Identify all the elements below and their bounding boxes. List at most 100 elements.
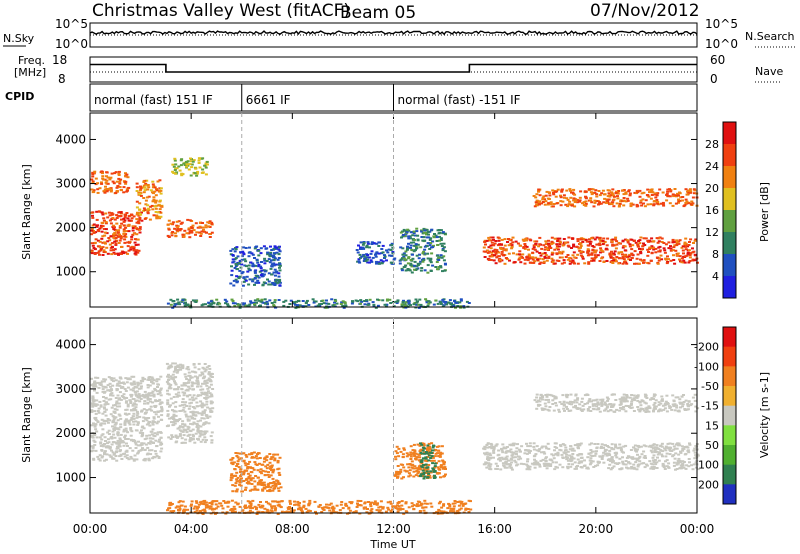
data-cell — [170, 421, 173, 424]
data-cell — [590, 259, 594, 262]
data-cell — [430, 442, 434, 445]
data-cell — [368, 298, 372, 301]
data-cell — [687, 191, 691, 194]
data-cell — [543, 452, 547, 455]
data-cell — [181, 401, 185, 404]
data-cell — [492, 449, 496, 452]
data-cell — [383, 254, 386, 257]
data-cell — [150, 449, 154, 452]
data-cell — [578, 407, 582, 410]
data-cell — [201, 171, 205, 174]
data-cell — [484, 243, 487, 246]
data-cell — [257, 276, 261, 279]
data-cell — [442, 462, 446, 465]
data-cell — [439, 303, 443, 305]
data-cell — [413, 234, 417, 237]
data-cell — [143, 394, 147, 397]
data-cell — [532, 442, 536, 445]
data-cell — [486, 456, 490, 459]
data-cell — [503, 238, 507, 241]
data-cell — [674, 202, 678, 205]
data-cell — [200, 391, 204, 394]
data-cell — [104, 222, 108, 225]
data-cell — [507, 459, 511, 462]
data-cell — [266, 489, 270, 492]
data-cell — [410, 248, 414, 251]
data-cell — [570, 455, 574, 458]
data-cell — [278, 281, 282, 284]
data-cell — [93, 425, 97, 428]
data-cell — [556, 452, 560, 455]
data-cell — [97, 230, 101, 233]
data-cell — [171, 373, 175, 376]
data-cell — [107, 389, 111, 392]
data-cell — [377, 245, 381, 247]
data-cell — [662, 408, 666, 411]
data-cell — [428, 451, 432, 454]
data-cell — [678, 461, 682, 464]
data-cell — [130, 238, 134, 241]
data-cell — [548, 194, 552, 197]
data-cell — [278, 456, 282, 459]
data-cell — [176, 227, 180, 230]
data-cell — [204, 166, 208, 169]
data-cell — [660, 241, 664, 243]
data-cell — [102, 228, 106, 230]
data-cell — [234, 278, 238, 281]
data-cell — [614, 247, 618, 250]
data-cell — [201, 438, 205, 441]
data-cell — [272, 468, 276, 471]
data-cell — [108, 214, 112, 217]
data-cell — [639, 236, 643, 239]
data-cell — [115, 450, 119, 453]
data-cell — [489, 442, 493, 445]
data-cell — [589, 457, 593, 460]
data-cell — [556, 240, 560, 243]
data-cell — [550, 394, 554, 397]
data-cell — [583, 403, 587, 405]
data-cell — [405, 248, 409, 251]
data-cell — [424, 457, 428, 460]
data-cell — [660, 398, 664, 401]
data-cell — [578, 199, 582, 202]
data-cell — [510, 461, 514, 464]
data-cell — [668, 188, 671, 191]
data-cell — [123, 420, 127, 423]
data-cell — [183, 423, 187, 426]
data-cell — [403, 234, 407, 237]
data-cell — [174, 410, 178, 413]
data-cell — [535, 407, 539, 410]
data-cell — [494, 467, 498, 470]
data-cell — [645, 397, 649, 399]
data-cell — [625, 394, 629, 396]
data-cell — [271, 469, 275, 472]
data-cell — [234, 474, 238, 477]
data-cell — [198, 374, 202, 377]
data-cell — [558, 243, 562, 246]
data-cell — [188, 405, 192, 408]
data-cell — [101, 241, 105, 244]
data-cell — [430, 228, 434, 231]
data-cell — [208, 415, 212, 418]
data-cell — [114, 229, 118, 232]
data-cell — [517, 458, 521, 461]
data-cell — [679, 406, 682, 409]
data-cell — [255, 464, 259, 466]
data-cell — [100, 449, 104, 452]
data-cell — [689, 190, 693, 193]
data-cell — [436, 244, 440, 246]
data-cell — [169, 298, 173, 301]
data-cell — [688, 442, 691, 445]
freq-right-tick-bottom: 0 — [710, 72, 718, 86]
data-cell — [591, 248, 595, 251]
data-cell — [440, 245, 444, 247]
data-cell — [246, 480, 250, 483]
data-cell — [152, 192, 155, 195]
data-cell — [509, 448, 513, 451]
data-cell — [201, 430, 204, 433]
data-cell — [672, 399, 676, 402]
data-cell — [102, 249, 106, 252]
data-cell — [274, 281, 278, 283]
data-cell — [401, 234, 405, 236]
data-cell — [151, 208, 155, 211]
